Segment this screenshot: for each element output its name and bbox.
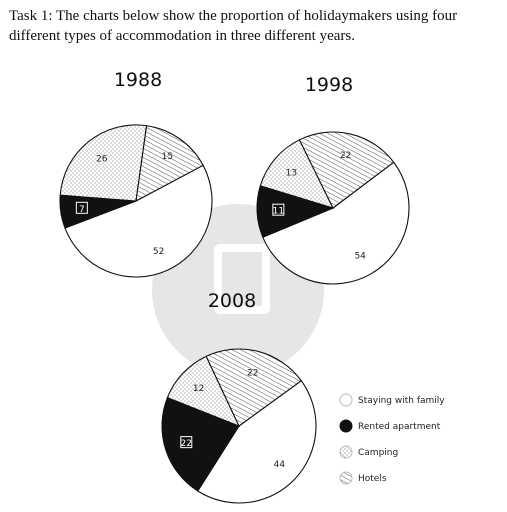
chart-title: 1998 (305, 74, 353, 96)
pie-slice-staying-with-family (64, 164, 213, 278)
value-label: 44 (274, 460, 286, 470)
pie-slice-hotels (298, 131, 395, 209)
legend-item-hotels: Hotels (339, 471, 387, 485)
pie-chart-2008: 2008 44 22 12 22 (161, 290, 317, 504)
pie-chart-1998: 1998 54 11 13 22 (256, 74, 410, 285)
chart-legend: Staying with family Rented apartment Campi… (339, 393, 445, 485)
value-label-box-inner (181, 437, 192, 448)
value-label-box-inner (76, 202, 87, 213)
value-label-box-inner (273, 204, 284, 215)
value-label: 52 (153, 247, 164, 257)
legend-label: Rented apartment (358, 422, 441, 432)
legend-item-rented-apartment: Rented apartment (339, 419, 441, 433)
value-label: 26 (96, 154, 108, 164)
legend-label: Camping (358, 448, 398, 458)
value-label: 11 (273, 207, 284, 217)
task-prompt: Task 1: The charts below show the propor… (9, 8, 458, 44)
legend-swatch (339, 471, 353, 485)
value-label: 22 (247, 368, 258, 378)
pie-slice-camping (59, 124, 148, 202)
pie-slice-staying-with-family (196, 379, 317, 504)
legend-swatch (339, 445, 353, 459)
value-label: 15 (162, 152, 173, 162)
chart-title: 2008 (208, 290, 256, 312)
value-label: 22 (181, 439, 192, 449)
pie-slice-camping (259, 139, 335, 209)
value-label: 22 (340, 151, 351, 161)
legend-label: Staying with family (358, 396, 445, 406)
legend-label: Hotels (358, 474, 387, 484)
chart-title: 1988 (114, 69, 162, 91)
value-label: 12 (193, 384, 204, 394)
value-label: 54 (354, 251, 366, 261)
pie-chart-1988: 1988 52 7 26 15 (59, 69, 213, 278)
value-label: 13 (286, 169, 297, 179)
pie-slice-rented-apartment (161, 396, 240, 492)
legend-swatch (339, 419, 353, 433)
legend-item-staying-with-family: Staying with family (339, 393, 445, 407)
legend-item-camping: Camping (339, 445, 398, 459)
pie-charts: 1988 52 7 26 15 1998 54 11 13 22 2008 44 22 12 22 (59, 69, 410, 504)
pie-slice-hotels (205, 348, 303, 427)
pie-slice-staying-with-family (262, 161, 410, 285)
legend-swatch (339, 393, 353, 407)
value-label: 7 (79, 205, 85, 215)
pie-slice-hotels (135, 125, 204, 202)
